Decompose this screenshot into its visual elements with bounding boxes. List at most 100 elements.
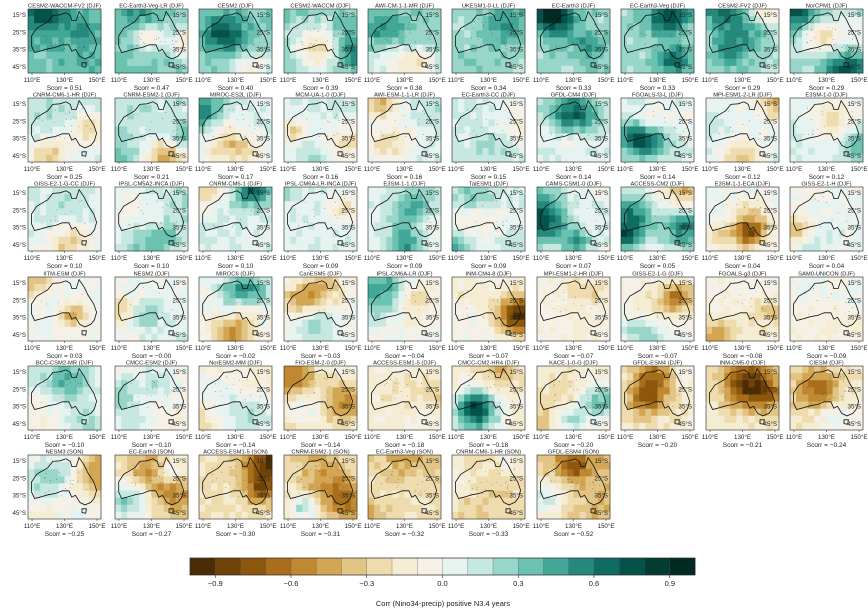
heatmap-cell (633, 229, 640, 238)
stipple-dot (49, 114, 51, 116)
heatmap-cell (850, 154, 858, 163)
stipple-dot (212, 224, 214, 226)
heatmap-cell (368, 187, 375, 195)
heatmap-cell (70, 187, 78, 195)
stipple-dot (510, 31, 512, 33)
heatmap-cell (52, 23, 59, 31)
heatmap-cell (302, 51, 309, 60)
heatmap-cell (380, 44, 387, 53)
heatmap-cell (712, 187, 719, 195)
stipple-dot (567, 202, 569, 204)
heatmap-cell (338, 133, 346, 142)
heatmap-cell (121, 291, 128, 299)
heatmap-cell (494, 140, 502, 149)
heatmap-cell (730, 201, 737, 209)
stipple-dot (429, 222, 431, 223)
heatmap-cell (332, 194, 340, 202)
heatmap-cell (157, 133, 165, 142)
heatmap-cell (736, 9, 743, 17)
heatmap-cell (181, 305, 189, 313)
heatmap-cell (712, 37, 719, 45)
stipple-dot (71, 131, 73, 132)
heatmap-cell (139, 133, 146, 142)
y-tick-label: 25°S (426, 207, 439, 214)
heatmap-cell (416, 119, 424, 127)
heatmap-cell (308, 215, 315, 223)
heatmap-cell (814, 9, 821, 17)
stipple-dot (54, 109, 56, 111)
panel-score: Scorr = 0.09 (387, 263, 423, 270)
stipple-dot (307, 109, 309, 110)
stipple-dot (149, 128, 151, 130)
heatmap-cell (663, 44, 671, 53)
heatmap-cell (422, 98, 430, 106)
heatmap-cell (730, 119, 737, 127)
heatmap-cell (555, 236, 562, 245)
heatmap-cell (766, 154, 774, 163)
stipple-dot (592, 204, 594, 206)
heatmap-cell (223, 215, 230, 223)
heatmap-cell (34, 133, 41, 142)
heatmap-cell (199, 126, 206, 134)
heatmap-cell (332, 291, 340, 299)
stipple-dot (429, 39, 431, 40)
heatmap-cell (567, 126, 574, 134)
heatmap-cell (826, 208, 833, 216)
heatmap-cell (766, 65, 774, 74)
stipple-dot (73, 116, 74, 118)
heatmap-cell (838, 16, 846, 24)
heatmap-cell (139, 119, 146, 127)
heatmap-cells (199, 98, 273, 163)
stippling (382, 201, 431, 227)
heatmap-cell (163, 215, 171, 223)
heatmap-cell (404, 16, 411, 24)
heatmap-cell (70, 154, 78, 163)
heatmap-cell (675, 51, 683, 60)
heatmap-cell (434, 187, 442, 195)
heatmap-cell (302, 140, 309, 149)
heatmap-cell (181, 140, 189, 149)
heatmap-cell (151, 187, 158, 195)
heatmap-cell (223, 291, 230, 299)
heatmap-cell (603, 98, 611, 106)
heatmap-cell (223, 105, 230, 113)
heatmap-cell (410, 222, 418, 231)
stipple-dot (171, 309, 173, 310)
heatmap-cell (64, 105, 71, 113)
heatmap-cell (157, 194, 165, 202)
heatmap-cell (633, 58, 640, 67)
heatmap-cell (326, 154, 334, 163)
heatmap-cell (663, 208, 671, 216)
heatmap-cell (512, 16, 520, 24)
stipple-dot (45, 35, 47, 37)
stipple-dot (132, 20, 134, 22)
stipple-dot (732, 130, 734, 132)
heatmap-cell (332, 298, 340, 306)
heatmap-cell (151, 9, 158, 17)
heatmap-cell (748, 140, 756, 149)
heatmap-cell (482, 243, 489, 252)
heatmap-cell (392, 201, 399, 209)
heatmap-cell (567, 229, 574, 238)
heatmap-cell (802, 215, 809, 223)
stipple-dot (852, 39, 853, 40)
heatmap-cell (34, 305, 41, 313)
y-tick-label: 15°S (173, 101, 186, 108)
heatmap-cell (537, 44, 544, 53)
heatmap-cell (724, 98, 731, 106)
heatmap-cell (591, 37, 599, 45)
heatmap-cell (332, 147, 340, 156)
heatmap-cell (199, 51, 206, 60)
heatmap-cell (404, 58, 411, 67)
heatmap-cell (115, 222, 122, 231)
heatmap-cell (290, 277, 297, 285)
heatmap-cell (308, 236, 315, 245)
heatmap-cell (597, 236, 605, 245)
panel-score: Scorr = 0.04 (809, 263, 845, 270)
stipple-dot (465, 131, 466, 133)
heatmap-cell (633, 236, 640, 245)
heatmap-cell (151, 154, 158, 163)
heatmap-cell (832, 147, 840, 156)
heatmap-cell (669, 208, 677, 216)
stipple-dot (851, 111, 853, 113)
